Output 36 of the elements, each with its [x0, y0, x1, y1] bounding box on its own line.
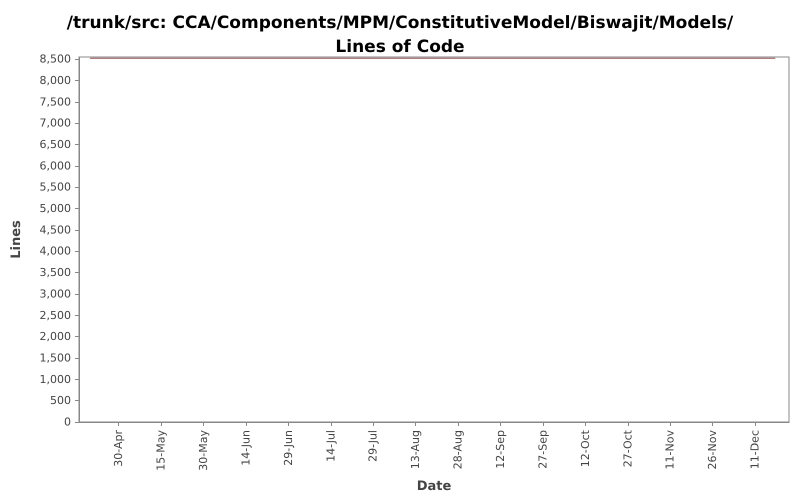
y-tick-label: 5,000 — [40, 202, 71, 216]
x-tick-label: 30-Apr — [112, 430, 126, 467]
x-tick-label: 11-Nov — [664, 430, 677, 470]
y-axis-title: Lines — [9, 220, 24, 259]
y-tick-label: 1,000 — [40, 372, 71, 386]
x-tick-label: 30-May — [196, 430, 210, 471]
y-tick-label: 2,000 — [40, 330, 71, 344]
y-tick-label: 2,500 — [40, 308, 71, 322]
y-tick-label: 0 — [64, 416, 71, 428]
x-tick-label: 27-Oct — [621, 429, 634, 468]
x-tick-label: 29-Jun — [282, 430, 295, 466]
x-tick-label: 29-Jul — [366, 430, 380, 462]
x-tick-label: 15-May — [154, 430, 168, 471]
x-tick-label: 13-Aug — [409, 430, 422, 470]
y-tick-label: 5,500 — [40, 180, 71, 194]
y-tick-label: 3,000 — [40, 287, 71, 300]
y-tick-label: 8,500 — [40, 52, 71, 66]
x-tick-label: 12-Oct — [578, 429, 592, 468]
x-tick-label: 14-Jun — [239, 430, 252, 466]
y-tick-label: 1,500 — [40, 351, 71, 364]
x-tick-label: 14-Jul — [324, 430, 338, 462]
y-tick-label: 7,500 — [40, 95, 71, 108]
y-tick-label: 3,500 — [40, 266, 71, 280]
x-axis-title: Date — [416, 479, 452, 494]
y-tick-label: 4,500 — [40, 223, 71, 236]
x-tick-label: 28-Aug — [452, 430, 465, 470]
y-tick-label: 6,500 — [40, 138, 71, 152]
x-tick-label: 27-Sep — [536, 430, 550, 469]
x-tick-label: 26-Nov — [706, 430, 720, 470]
y-tick-label: 8,000 — [40, 74, 71, 87]
y-tick-label: 4,000 — [40, 244, 71, 258]
x-tick-label: 12-Sep — [494, 430, 507, 469]
y-tick-label: 500 — [50, 394, 71, 408]
y-tick-label: 7,000 — [40, 116, 71, 130]
x-tick-label: 11-Dec — [748, 430, 762, 470]
y-tick-label: 6,000 — [40, 159, 71, 172]
